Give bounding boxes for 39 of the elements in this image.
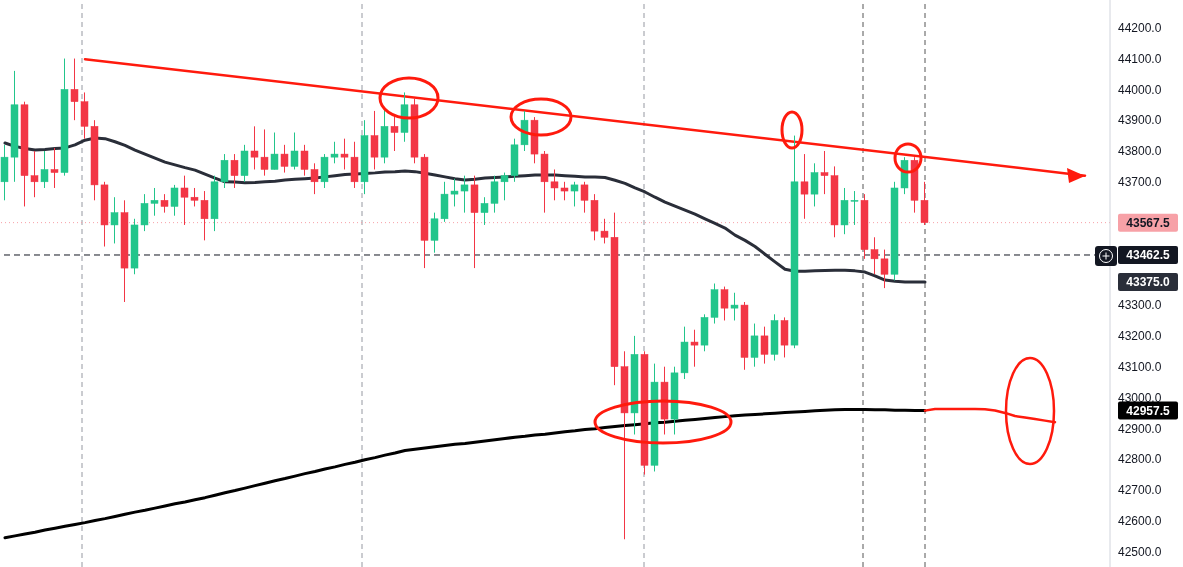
candlestick	[720, 286, 729, 321]
candlestick	[370, 110, 379, 170]
y-tick-label: 43200.0	[1118, 329, 1162, 344]
candlestick	[230, 153, 239, 189]
candlestick	[50, 147, 59, 189]
text: 42957.5	[1126, 404, 1171, 419]
y-tick-label: 44100.0	[1118, 51, 1162, 66]
candlestick	[270, 132, 279, 170]
candlestick	[690, 329, 699, 368]
y-tick-label: 42500.0	[1118, 544, 1162, 559]
y-tick-label: 43000.0	[1118, 390, 1162, 405]
candlestick	[170, 184, 179, 217]
line-series	[923, 407, 1057, 424]
y-tick-label: 43900.0	[1118, 113, 1162, 128]
candlestick	[280, 144, 289, 174]
candlestick	[730, 292, 739, 321]
y-tick-label: 44000.0	[1118, 82, 1162, 97]
candlestick	[800, 153, 809, 220]
y-tick-label: 42700.0	[1118, 483, 1162, 498]
line-series	[3, 408, 927, 540]
y-tick-label: 42600.0	[1118, 514, 1162, 529]
y-tick-label: 42800.0	[1118, 452, 1162, 467]
y-tick-label: 42900.0	[1118, 421, 1162, 436]
candlestick	[760, 326, 769, 365]
candlestick	[40, 150, 49, 189]
ref-line-label: 43462.5	[1126, 248, 1171, 263]
candlestick	[110, 196, 119, 244]
ref-line-label: 43567.5	[1126, 216, 1171, 231]
y-tick-label: 43100.0	[1118, 359, 1162, 374]
y-tick-label: 44200.0	[1118, 20, 1162, 35]
y-tick-label: 43300.0	[1118, 298, 1162, 313]
candlestick	[810, 162, 819, 207]
y-tick-label: 43700.0	[1118, 175, 1162, 190]
candlestick	[750, 323, 759, 368]
candlestick	[290, 132, 299, 170]
y-tick-label: 43800.0	[1118, 144, 1162, 159]
candlestick	[160, 193, 169, 214]
text: 43375.0	[1126, 275, 1171, 290]
candlestick	[570, 181, 579, 207]
